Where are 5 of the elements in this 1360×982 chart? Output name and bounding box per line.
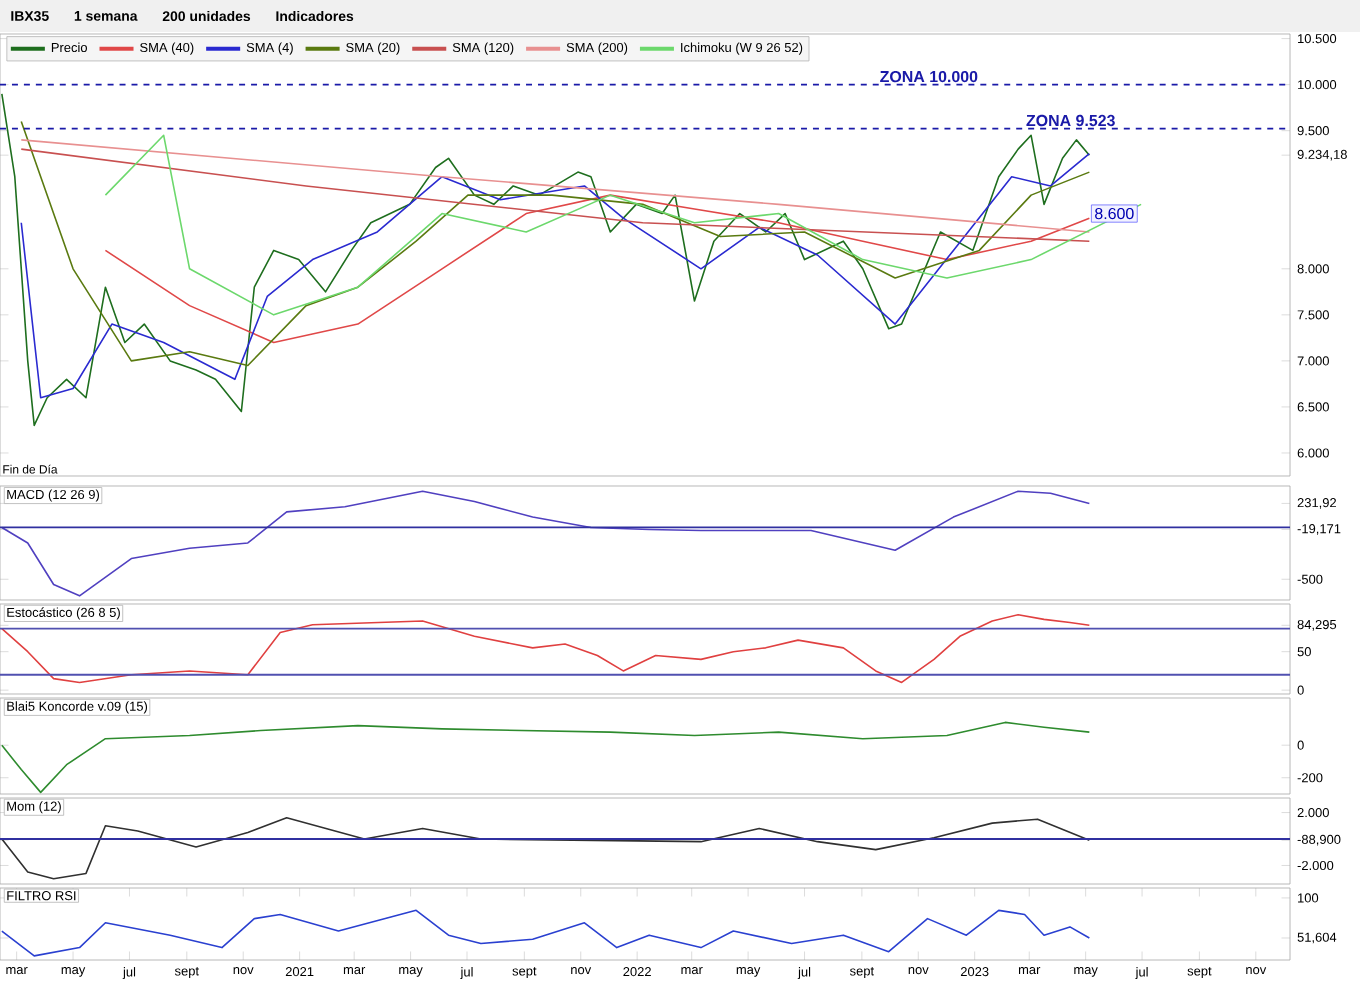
- line-series: [20, 152, 1091, 399]
- line-series: [1, 490, 1091, 597]
- line-series: [1, 909, 1091, 957]
- line-series: [1, 817, 1091, 880]
- line-series: [104, 134, 1142, 316]
